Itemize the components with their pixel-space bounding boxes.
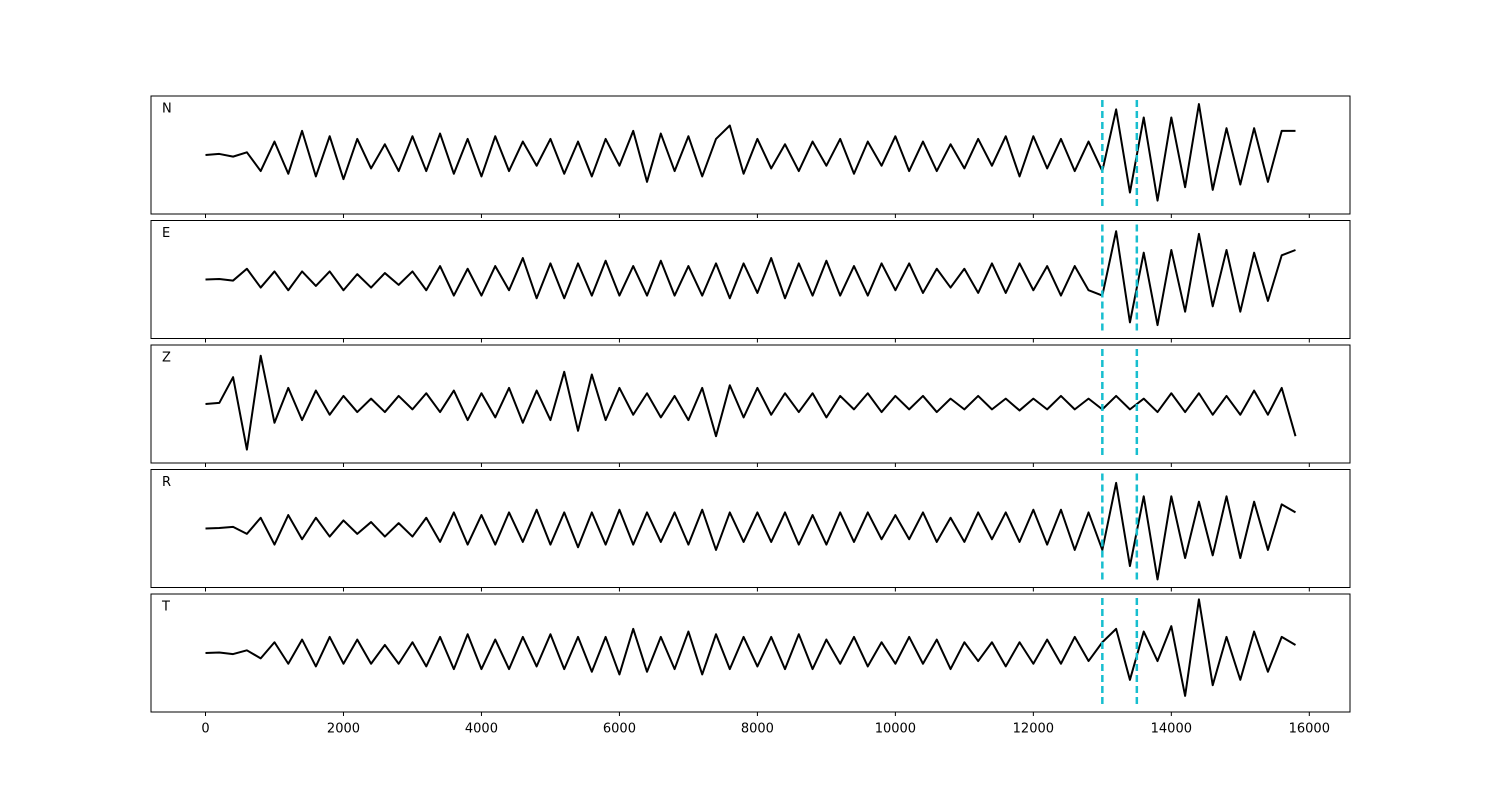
panel-label: E bbox=[162, 226, 170, 241]
panel-label: T bbox=[161, 600, 170, 615]
panel-frame bbox=[150, 344, 1351, 464]
x-tick-label: 0 bbox=[201, 722, 209, 737]
trace bbox=[205, 230, 1296, 327]
panel-label: R bbox=[162, 475, 171, 490]
trace bbox=[205, 598, 1297, 697]
panel-frame bbox=[150, 95, 1351, 215]
x-tick-label: 4000 bbox=[465, 722, 498, 737]
panel-label: N bbox=[162, 102, 172, 117]
x-tick-label: 14000 bbox=[1151, 722, 1192, 737]
panel-frame bbox=[150, 593, 1351, 713]
trace bbox=[205, 481, 1297, 581]
panel-frame bbox=[150, 469, 1351, 588]
trace bbox=[205, 103, 1296, 202]
x-tick-label: 12000 bbox=[1013, 722, 1054, 737]
x-tick-label: 8000 bbox=[741, 722, 774, 737]
panel-label: Z bbox=[162, 351, 171, 366]
x-tick-label: 10000 bbox=[875, 722, 916, 737]
trace bbox=[205, 354, 1297, 451]
x-tick-label: 2000 bbox=[327, 722, 360, 737]
panel-frame bbox=[150, 220, 1351, 339]
x-tick-label: 16000 bbox=[1289, 722, 1330, 737]
x-tick-label: 6000 bbox=[603, 722, 636, 737]
